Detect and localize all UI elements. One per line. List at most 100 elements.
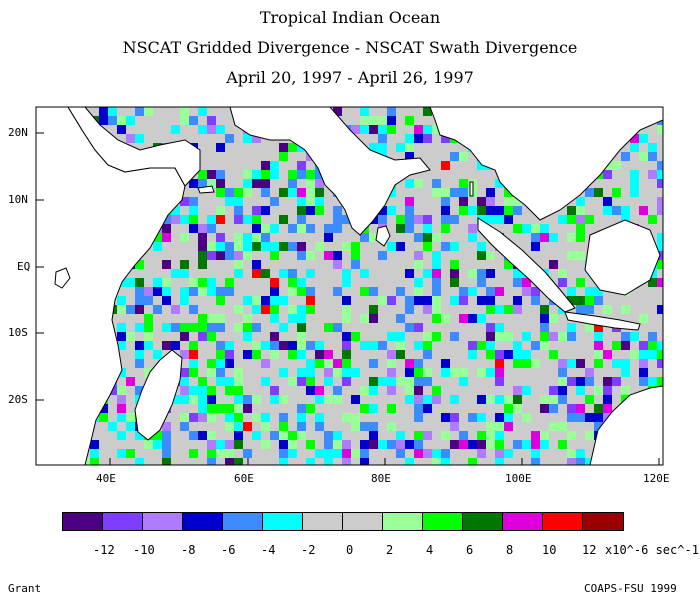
field-cell — [117, 458, 127, 465]
field-cell — [594, 224, 604, 234]
field-cell — [225, 431, 235, 441]
field-cell — [135, 458, 145, 465]
field-cell — [540, 350, 550, 360]
field-cell — [414, 188, 424, 198]
field-cell — [279, 395, 289, 405]
field-cell — [270, 161, 280, 171]
field-cell — [162, 107, 172, 117]
field-cell — [351, 458, 361, 465]
field-cell — [270, 413, 280, 423]
field-cell — [648, 215, 658, 225]
colorbar-swatch — [103, 513, 143, 530]
field-cell — [378, 431, 388, 441]
field-cell — [234, 305, 244, 315]
field-cell — [486, 323, 496, 333]
field-cell — [378, 413, 388, 423]
field-cell — [441, 242, 451, 252]
field-cell — [504, 188, 514, 198]
lat-label-20n: 20N — [8, 126, 28, 139]
field-cell — [513, 386, 523, 396]
field-cell — [360, 449, 370, 459]
field-cell — [324, 314, 334, 324]
field-cell — [99, 440, 109, 450]
field-cell — [270, 251, 280, 261]
field-cell — [297, 197, 307, 207]
field-cell — [207, 260, 217, 270]
field-cell — [180, 341, 190, 351]
field-cell — [207, 386, 217, 396]
field-cell — [495, 359, 505, 369]
field-cell — [261, 359, 271, 369]
field-cell — [378, 404, 388, 414]
field-cell — [513, 350, 523, 360]
field-cell — [495, 287, 505, 297]
field-cell — [531, 251, 541, 261]
field-cell — [117, 107, 127, 117]
field-cell — [423, 458, 433, 465]
field-cell — [450, 449, 460, 459]
field-cell — [207, 188, 217, 198]
field-cell — [351, 368, 361, 378]
field-cell — [216, 206, 226, 216]
field-cell — [216, 458, 226, 465]
field-cell — [657, 143, 663, 153]
field-cell — [270, 422, 280, 432]
field-cell — [540, 449, 550, 459]
field-cell — [657, 188, 663, 198]
field-cell — [198, 413, 208, 423]
field-cell — [306, 287, 316, 297]
field-cell — [360, 404, 370, 414]
field-cell — [243, 377, 253, 387]
field-cell — [216, 440, 226, 450]
field-cell — [585, 350, 595, 360]
field-cell — [153, 125, 163, 135]
field-cell — [621, 341, 631, 351]
field-cell — [576, 368, 586, 378]
field-cell — [288, 305, 298, 315]
field-cell — [423, 278, 433, 288]
field-cell — [324, 296, 334, 306]
field-cell — [117, 314, 127, 324]
field-cell — [639, 206, 649, 216]
field-cell — [540, 413, 550, 423]
field-cell — [504, 458, 514, 465]
lon-label-120e: 120E — [643, 472, 670, 485]
field-cell — [252, 314, 262, 324]
field-cell — [414, 368, 424, 378]
field-cell — [603, 359, 613, 369]
field-cell — [630, 197, 640, 207]
field-cell — [180, 305, 190, 315]
field-cell — [414, 359, 424, 369]
field-cell — [495, 278, 505, 288]
field-cell — [405, 143, 415, 153]
field-cell — [252, 323, 262, 333]
field-cell — [459, 314, 469, 324]
field-cell — [531, 386, 541, 396]
field-cell — [630, 296, 640, 306]
field-cell — [513, 395, 523, 405]
field-cell — [423, 197, 433, 207]
field-cell — [630, 332, 640, 342]
field-cell — [225, 170, 235, 180]
field-cell — [450, 242, 460, 252]
field-cell — [351, 116, 361, 126]
field-cell — [225, 251, 235, 261]
field-cell — [387, 134, 397, 144]
field-cell — [432, 359, 442, 369]
field-cell — [288, 395, 298, 405]
field-cell — [657, 206, 663, 216]
field-cell — [234, 449, 244, 459]
field-cell — [531, 341, 541, 351]
field-cell — [378, 251, 388, 261]
field-cell — [522, 440, 532, 450]
field-cell — [225, 458, 235, 465]
field-cell — [468, 368, 478, 378]
field-cell — [189, 188, 199, 198]
field-cell — [531, 422, 541, 432]
field-cell — [90, 440, 100, 450]
field-cell — [234, 278, 244, 288]
field-cell — [468, 359, 478, 369]
field-cell — [396, 116, 406, 126]
field-cell — [630, 350, 640, 360]
field-cell — [90, 458, 100, 465]
